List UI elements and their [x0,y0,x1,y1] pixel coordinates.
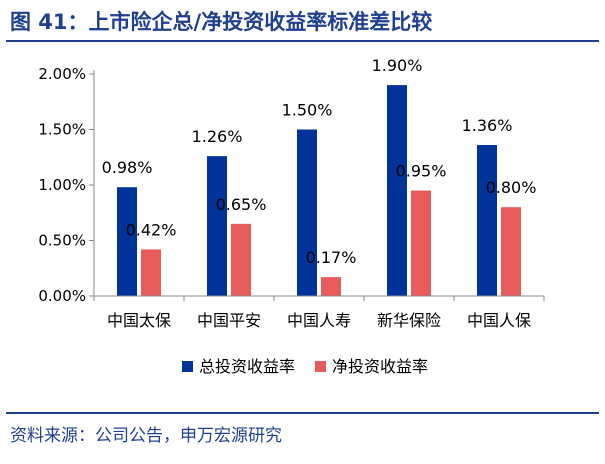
x-tick-label: 新华保险 [377,311,441,330]
x-tick-label: 中国太保 [107,311,171,330]
legend-swatch [315,361,326,372]
y-tick-label: 0.50% [38,232,86,250]
legend-label: 总投资收益率 [199,357,295,376]
data-label: 0.98% [102,158,153,177]
legend-label: 净投资收益率 [332,357,428,376]
data-label: 0.17% [306,248,357,267]
title-rule [6,40,599,42]
bar-total-2 [297,129,317,296]
bar-net-1 [231,223,251,296]
data-label: 0.95% [396,162,447,181]
legend-swatch [182,361,193,372]
bar-net-4 [501,207,521,296]
y-axis: 0.00% 0.50% 1.00% 1.50% 2.00% [38,65,95,305]
source-note: 资料来源：公司公告，申万宏源研究 [10,426,282,446]
data-label: 0.80% [486,178,537,197]
data-label: 1.90% [372,56,423,75]
x-tick-label: 中国平安 [197,311,261,330]
data-label: 1.50% [282,101,333,120]
data-label: 1.26% [192,127,243,146]
bar-total-4 [477,145,497,296]
y-tick-label: 0.00% [38,287,86,305]
x-tick-label: 中国人寿 [287,311,351,330]
y-tick-label: 1.50% [38,121,86,139]
y-tick-label: 2.00% [38,65,86,83]
legend: 总投资收益率 净投资收益率 [182,357,428,376]
bar-net-2 [321,277,341,296]
bar-net-0 [141,249,161,296]
bar-net-3 [411,190,431,296]
source-rule [6,412,599,414]
data-label: 1.36% [462,116,513,135]
x-tick-label: 中国人保 [467,311,531,330]
bar-total-1 [207,156,227,296]
y-tick-label: 1.00% [38,176,86,194]
data-label: 0.65% [216,195,267,214]
x-axis: 中国太保 中国平安 中国人寿 新华保险 中国人保 [93,295,545,330]
bar-total-0 [117,187,137,296]
data-label: 0.42% [126,220,177,239]
bar-total-3 [387,85,407,296]
bars [117,85,521,296]
data-labels: 0.98% 0.42% 1.26% 0.65% 1.50% 0.17% 1.90% 0.95%… [102,56,537,267]
chart-title: 图 41：上市险企总/净投资收益率标准差比较 [10,10,433,34]
